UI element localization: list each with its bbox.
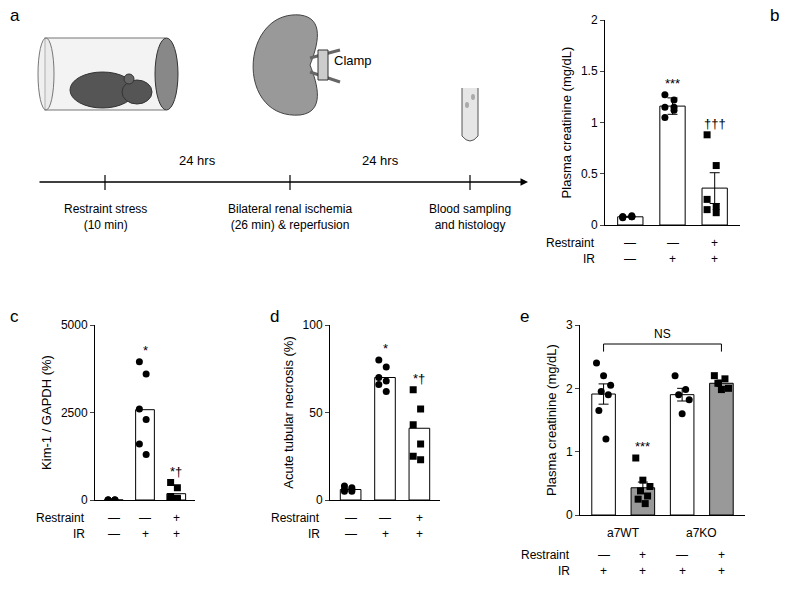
svg-text:+: +: [416, 527, 423, 541]
svg-text:a: a: [10, 6, 20, 25]
svg-text:IR: IR: [73, 527, 85, 541]
svg-text:—: —: [598, 548, 610, 562]
svg-text:2500: 2500: [61, 406, 88, 420]
svg-text:IR: IR: [308, 527, 320, 541]
svg-text:c: c: [10, 307, 19, 326]
svg-text:1.5: 1.5: [581, 64, 598, 78]
svg-text:—: —: [345, 511, 357, 525]
svg-text:—: —: [108, 527, 120, 541]
svg-text:+: +: [600, 564, 607, 578]
svg-text:Restraint: Restraint: [271, 511, 320, 525]
svg-text:NS: NS: [654, 327, 671, 341]
svg-text:Restraint stress(10 min): Restraint stress(10 min): [64, 202, 147, 232]
svg-text:+: +: [711, 252, 718, 266]
svg-text:0.5: 0.5: [581, 167, 598, 181]
svg-text:a7WT: a7WT: [607, 526, 640, 540]
svg-text:2: 2: [566, 382, 573, 396]
svg-text:24 hrs: 24 hrs: [179, 153, 216, 168]
svg-text:+: +: [416, 511, 423, 525]
svg-text:Bilateral renal ischemia(26 mi: Bilateral renal ischemia(26 min) & reper…: [228, 202, 352, 232]
svg-text:—: —: [624, 252, 636, 266]
svg-text:0: 0: [316, 493, 323, 507]
svg-text:—: —: [676, 548, 688, 562]
svg-text:—: —: [624, 236, 636, 250]
svg-text:100: 100: [303, 318, 323, 332]
svg-text:—: —: [108, 511, 120, 525]
svg-text:0: 0: [81, 493, 88, 507]
svg-text:1: 1: [566, 445, 573, 459]
svg-text:24 hrs: 24 hrs: [362, 153, 399, 168]
svg-text:+: +: [718, 548, 725, 562]
svg-text:b: b: [770, 6, 779, 25]
svg-text:+: +: [718, 564, 725, 578]
svg-text:—: —: [667, 236, 679, 250]
svg-text:0: 0: [591, 218, 598, 232]
svg-text:IR: IR: [558, 564, 570, 578]
svg-text:50: 50: [309, 406, 323, 420]
svg-text:+: +: [382, 527, 389, 541]
svg-text:IR: IR: [583, 252, 595, 266]
svg-text:+: +: [679, 564, 686, 578]
svg-text:e: e: [520, 307, 529, 326]
svg-text:3: 3: [566, 318, 573, 332]
svg-text:+: +: [173, 527, 180, 541]
svg-text:—: —: [379, 511, 391, 525]
svg-text:Plasma creatinine (mg/dL): Plasma creatinine (mg/dL): [559, 47, 574, 199]
svg-text:+: +: [711, 236, 718, 250]
svg-text:+: +: [142, 527, 149, 541]
svg-text:5000: 5000: [61, 318, 88, 332]
svg-text:*: *: [143, 343, 148, 358]
svg-text:+: +: [639, 548, 646, 562]
svg-text:—: —: [345, 527, 357, 541]
svg-text:Plasma creatinine (mg/dL): Plasma creatinine (mg/dL): [544, 344, 559, 496]
svg-text:Blood samplingand histology: Blood samplingand histology: [429, 202, 511, 232]
svg-text:Restraint: Restraint: [546, 236, 595, 250]
svg-text:Acute tubular necrosis (%): Acute tubular necrosis (%): [281, 336, 296, 488]
svg-text:***: ***: [665, 76, 680, 91]
svg-text:+: +: [173, 511, 180, 525]
svg-text:d: d: [270, 307, 279, 326]
svg-text:+: +: [669, 252, 676, 266]
svg-text:2: 2: [591, 13, 598, 27]
svg-text:Restraint: Restraint: [521, 548, 570, 562]
svg-text:Clamp: Clamp: [334, 53, 372, 68]
svg-text:1: 1: [591, 116, 598, 130]
svg-text:+: +: [639, 564, 646, 578]
svg-text:*†: *†: [170, 464, 182, 479]
svg-text:a7KO: a7KO: [686, 526, 717, 540]
svg-text:Restraint: Restraint: [36, 511, 85, 525]
svg-text:***: ***: [635, 439, 650, 454]
svg-text:Kim-1 / GAPDH (%): Kim-1 / GAPDH (%): [39, 355, 54, 470]
svg-text:0: 0: [566, 508, 573, 522]
svg-text:*: *: [383, 341, 388, 356]
svg-text:*†: *†: [413, 371, 425, 386]
svg-text:†††: †††: [704, 116, 726, 131]
svg-text:—: —: [139, 511, 151, 525]
